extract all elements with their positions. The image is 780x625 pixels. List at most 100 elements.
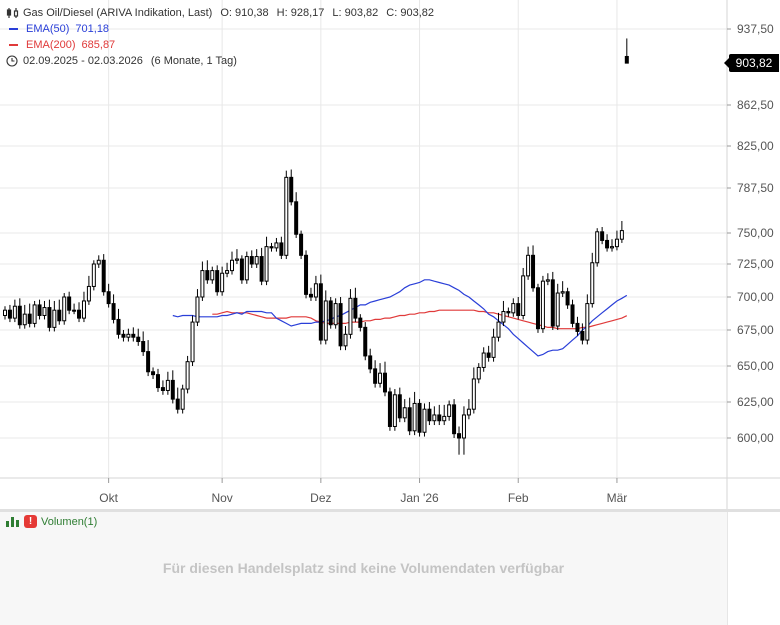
candle-body [294,201,299,235]
y-tick-label: 600,00 [737,431,774,445]
candle-body [230,259,235,272]
candle-body [412,402,417,432]
candle-body [274,242,279,249]
candle-body [585,303,590,341]
candle-body [516,303,521,316]
candle-body [447,404,452,417]
candle-body [264,246,269,282]
high-value: 928,17 [290,7,325,19]
candle-body [155,374,160,389]
candle-body [67,296,72,311]
candle-body [96,259,101,265]
candle-body [17,305,22,326]
candle-body [511,303,516,314]
candle-body [575,322,580,332]
candle-body [392,394,397,427]
candle-body [432,414,437,422]
legend-ema50-row[interactable]: EMA(50) 701,18 [6,21,434,37]
candle-body [338,303,343,347]
candle-body [466,408,471,416]
candle-body [37,304,42,316]
candle-body [121,333,126,338]
volume-header[interactable]: ! Volumen(1) [6,515,97,528]
candle-body [136,336,141,343]
candle-body [81,300,86,319]
candle-body [304,254,309,295]
y-tick-label: 750,00 [737,226,774,240]
y-tick-label: 937,50 [737,22,774,36]
legend-ema200-row[interactable]: EMA(200) 685,87 [6,37,434,53]
candle-body [279,242,284,256]
candle-body [461,414,466,439]
candle-body [471,378,476,410]
ema200-value: 685,87 [81,39,116,51]
price-chart[interactable]: 575,00600,00625,00650,00675,00700,00725,… [0,0,780,512]
chart-legend: Gas Oil/Diesel (ARIVA Indikation, Last) … [6,5,434,69]
candle-body [106,291,111,305]
ema50-layer [172,279,628,357]
volume-label: Volumen(1) [41,515,98,528]
candle-body [220,272,225,293]
candle-body [353,297,358,319]
panel-divider[interactable] [0,509,780,512]
legend-range-row[interactable]: 02.09.2025 - 02.03.2026 (6 Monate, 1 Tag… [6,53,434,69]
candle-body [610,246,615,249]
candle-body [57,309,62,322]
candle-body [126,333,131,338]
candle-body [363,326,368,357]
y-tick-label: 675,00 [737,323,774,337]
y-axis: 575,00600,00625,00650,00675,00700,00725,… [726,0,774,509]
volume-axis [727,512,780,625]
candle-body [555,292,560,327]
candle-body [77,309,82,319]
candle-body [506,311,511,314]
instrument-name: Gas Oil/Diesel (ARIVA Indikation, Last) [23,7,213,19]
candle-body [249,256,254,265]
candle-body [565,291,570,306]
candle-body [3,309,7,316]
candles [3,38,629,455]
candlestick-icon [6,7,20,19]
candle-body [540,280,545,330]
candle-body [131,333,136,338]
candle-body [501,311,506,323]
candle-body [12,305,17,319]
candle-body [32,304,37,324]
y-tick-label: 625,00 [737,395,774,409]
period-label: (6 Monate, 1 Tag) [150,55,237,67]
x-tick-label: Mär [607,491,628,505]
candle-body [496,321,501,338]
candle-body [328,300,333,326]
ema50-line [172,279,628,357]
y-tick-label: 650,00 [737,359,774,373]
candle-body [368,355,373,370]
last-price-tag: 903,82 [724,54,779,72]
candle-body [570,304,575,324]
candle-body [151,371,156,376]
close-label: C: [386,7,398,19]
grid [0,0,727,478]
high-label: H: [276,7,288,19]
candle-body [442,415,447,422]
candle-body [269,246,274,249]
candle-body [491,336,496,358]
candle-body [387,391,392,427]
candle-body [259,256,264,282]
candle-body [27,313,32,324]
candle-body [318,283,323,341]
candle-body [210,270,215,281]
candle-body [234,258,239,261]
candle-body [215,270,220,293]
candle-body [289,176,294,203]
x-axis: Okt Nov Dez Jan '26 Feb Mär [0,477,780,505]
candle-body [170,379,175,400]
y-tick-label: 862,50 [737,98,774,112]
candle-body [225,270,230,274]
candle-body [624,55,629,64]
candle-body [427,408,432,422]
candle-body [7,309,12,319]
warning-icon: ! [24,515,37,528]
candle-body [165,379,170,391]
candle-body [185,361,190,390]
candle-body [195,296,200,323]
